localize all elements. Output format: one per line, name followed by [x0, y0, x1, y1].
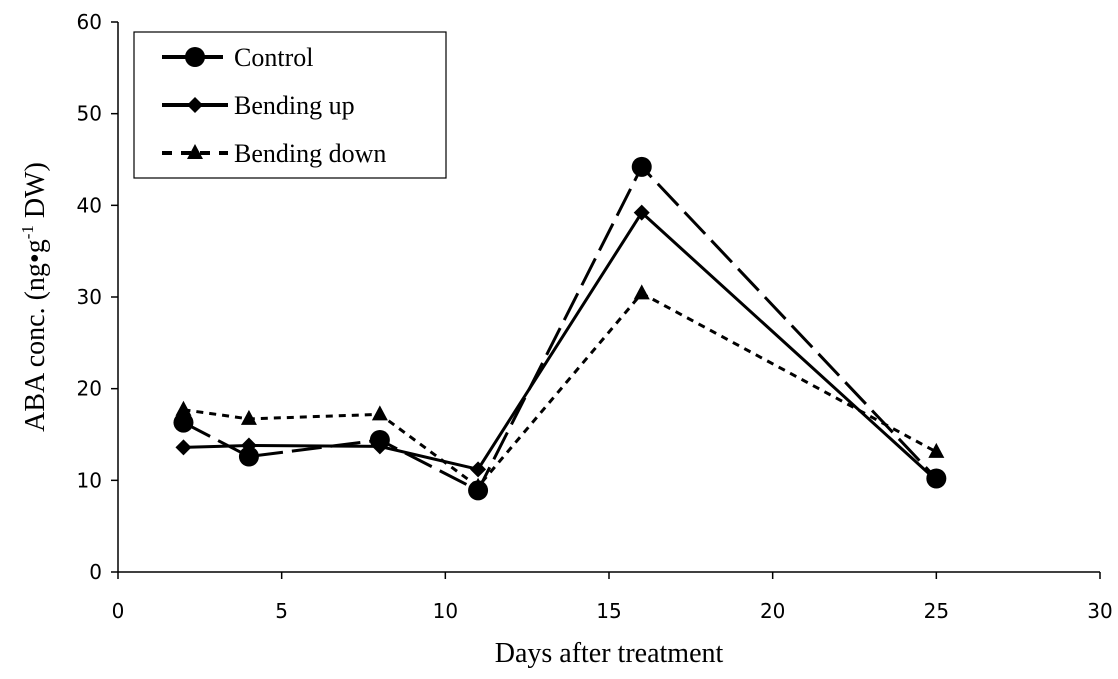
y-tick-label: 10 — [77, 468, 102, 492]
x-tick-label: 10 — [433, 599, 458, 623]
y-tick-label: 60 — [77, 10, 102, 34]
y-axis-ticks: 0 10 20 30 40 50 60 — [77, 10, 118, 584]
series-line-bending-down — [183, 291, 938, 489]
legend-marker-bending-down — [187, 144, 203, 159]
y-tick-label: 20 — [77, 377, 102, 401]
series-markers — [173, 156, 947, 501]
data-point-bending-down — [633, 284, 650, 300]
data-point-bending-down — [470, 477, 487, 493]
legend-label-bending-down: Bending down — [234, 139, 386, 168]
y-axis-title-superscript: -1 — [18, 225, 37, 239]
x-tick-label: 25 — [924, 599, 949, 623]
data-point-bending-up — [928, 472, 945, 489]
y-tick-label: 40 — [77, 193, 102, 217]
x-tick-label: 0 — [112, 599, 125, 623]
x-tick-label: 5 — [275, 599, 288, 623]
x-tick-label: 20 — [760, 599, 785, 623]
data-point-bending-down — [371, 405, 388, 421]
y-tick-label: 50 — [77, 102, 102, 126]
x-axis-ticks: 0 5 10 15 20 25 30 — [112, 572, 1113, 623]
series-line-bending-up — [183, 211, 938, 482]
y-tick-label: 0 — [89, 560, 102, 584]
y-axis-title: ABA conc. (ng•g-1 DW) — [18, 162, 51, 432]
legend: Control Bending up Bending down — [133, 31, 447, 179]
data-point-bending-up — [633, 204, 650, 221]
x-tick-label: 30 — [1087, 599, 1112, 623]
data-point-bending-down — [240, 409, 257, 425]
legend-marker-control — [185, 47, 205, 67]
legend-items: Control Bending up Bending down — [162, 43, 386, 168]
legend-label-control: Control — [234, 43, 313, 72]
data-point-bending-up — [470, 461, 487, 478]
y-tick-label: 30 — [77, 285, 102, 309]
data-point-control — [173, 412, 194, 433]
plot-area: 0 10 20 30 40 50 60 0 5 10 15 20 25 30 — [77, 10, 1113, 623]
y-axis-title-main: ABA conc. (ng•g — [20, 239, 51, 432]
x-tick-label: 15 — [596, 599, 621, 623]
data-point-bending-down — [928, 442, 945, 458]
series-line-control — [182, 165, 938, 492]
legend-label-bending-up: Bending up — [234, 91, 355, 120]
legend-marker-bending-up — [187, 97, 203, 113]
data-point-bending-down — [175, 400, 192, 416]
x-axis-title: Days after treatment — [495, 638, 724, 669]
series-lines — [182, 165, 938, 492]
data-point-bending-up — [240, 437, 257, 454]
y-axis-title-tail: DW) — [20, 162, 51, 225]
data-point-bending-up — [175, 439, 192, 456]
data-point-control — [238, 446, 259, 467]
data-point-control — [631, 156, 652, 177]
data-point-bending-up — [371, 438, 388, 455]
